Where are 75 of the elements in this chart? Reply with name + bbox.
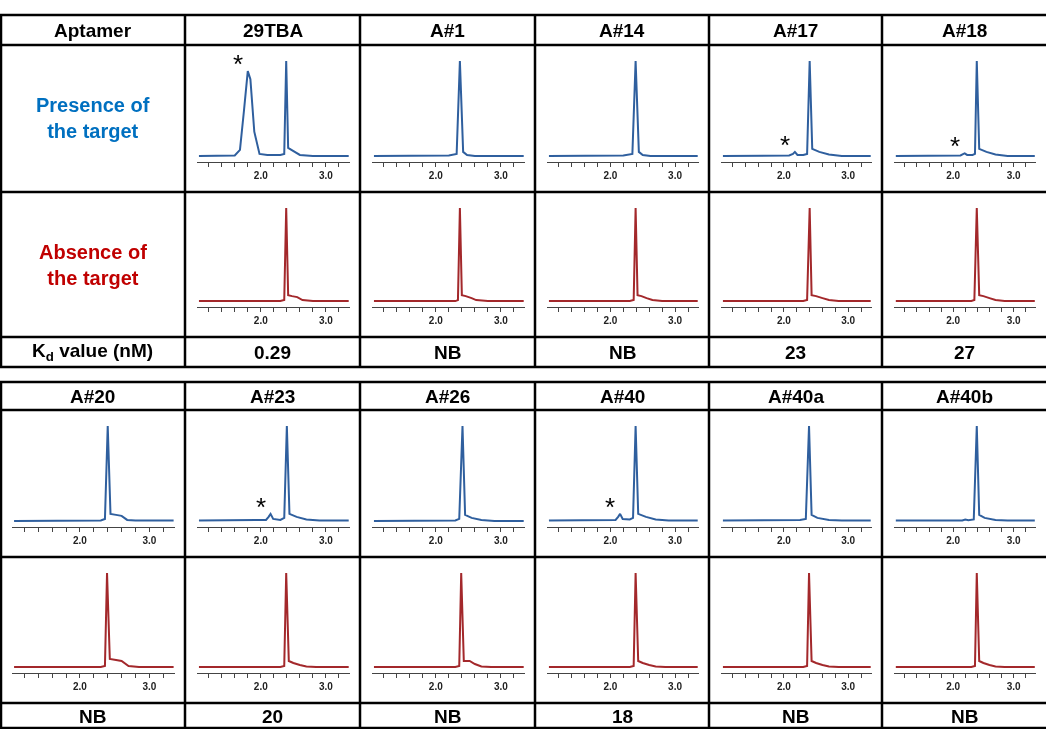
annotation: * xyxy=(605,492,616,522)
text: NB xyxy=(609,342,637,363)
x-tick-label: 2.0 xyxy=(946,535,961,546)
text: NB xyxy=(434,706,462,727)
text: 20 xyxy=(262,706,284,727)
x-tick-label: 3.0 xyxy=(668,315,683,326)
chart-title: A#17 xyxy=(773,20,819,41)
chart-title: A#26 xyxy=(425,386,471,407)
x-tick-label: 2.0 xyxy=(253,315,269,326)
text: Absence of the target xyxy=(39,241,148,289)
x-tick-label: 3.0 xyxy=(841,681,856,692)
x-tick-label: 2.0 xyxy=(603,681,618,692)
x-tick-label: 3.0 xyxy=(668,170,683,181)
text: NB xyxy=(79,706,107,727)
x-tick-label: 3.0 xyxy=(318,681,334,692)
text: 0.29 xyxy=(254,342,291,363)
chart-title: A#23 xyxy=(250,386,296,407)
annotation: * xyxy=(256,492,267,522)
x-tick-label: 3.0 xyxy=(493,170,509,181)
x-tick-label: 2.0 xyxy=(777,681,792,692)
x-tick-label: 2.0 xyxy=(946,681,961,692)
chart-title: A#20 xyxy=(70,386,116,407)
x-tick-label: 3.0 xyxy=(1006,315,1022,326)
text: NB xyxy=(434,342,462,363)
x-tick-label: 3.0 xyxy=(493,315,509,326)
x-tick-label: 3.0 xyxy=(668,681,683,692)
chart-title: A#40 xyxy=(600,386,646,407)
x-tick-label: 3.0 xyxy=(318,315,334,326)
chart-title: A#40a xyxy=(768,386,825,407)
x-tick-label: 2.0 xyxy=(253,535,269,546)
x-tick-label: 2.0 xyxy=(428,535,444,546)
x-tick-label: 3.0 xyxy=(493,535,509,546)
x-tick-label: 2.0 xyxy=(946,315,961,326)
x-tick-label: 2.0 xyxy=(428,170,444,181)
x-tick-label: 2.0 xyxy=(946,170,961,181)
chart-title: 29TBA xyxy=(243,20,304,41)
chart-title: A#40b xyxy=(936,386,994,407)
x-tick-label: 3.0 xyxy=(318,170,334,181)
x-tick-label: 3.0 xyxy=(318,535,334,546)
x-tick-label: 3.0 xyxy=(493,681,509,692)
x-tick-label: 2.0 xyxy=(253,170,269,181)
text: 23 xyxy=(785,342,807,363)
x-tick-label: 2.0 xyxy=(777,315,792,326)
x-tick-label: 3.0 xyxy=(1006,170,1022,181)
annotation: * xyxy=(233,49,244,79)
x-tick-label: 3.0 xyxy=(142,681,157,692)
text: 27 xyxy=(954,342,976,363)
x-tick-label: 2.0 xyxy=(603,535,618,546)
chart-title: A#18 xyxy=(942,20,988,41)
text: NB xyxy=(782,706,810,727)
x-tick-label: 3.0 xyxy=(668,535,683,546)
text: NB xyxy=(951,706,979,727)
x-tick-label: 2.0 xyxy=(777,170,792,181)
text: Aptamer xyxy=(54,20,132,41)
text: 18 xyxy=(612,706,634,727)
x-tick-label: 2.0 xyxy=(603,170,618,181)
x-tick-label: 3.0 xyxy=(1006,681,1022,692)
x-tick-label: 2.0 xyxy=(73,535,88,546)
text: K$_{d}$ value (nM) xyxy=(32,340,154,364)
x-tick-label: 2.0 xyxy=(428,315,444,326)
x-tick-label: 3.0 xyxy=(1006,535,1022,546)
x-tick-label: 2.0 xyxy=(428,681,444,692)
x-tick-label: 3.0 xyxy=(841,535,856,546)
x-tick-label: 2.0 xyxy=(777,535,792,546)
x-tick-label: 2.0 xyxy=(253,681,269,692)
x-tick-label: 2.0 xyxy=(603,315,618,326)
x-tick-label: 3.0 xyxy=(142,535,157,546)
x-tick-label: 2.0 xyxy=(73,681,88,692)
chart-title: A#1 xyxy=(430,20,466,41)
chart-title: A#14 xyxy=(599,20,645,41)
annotation: * xyxy=(780,130,791,160)
text: Presence of the target xyxy=(36,94,150,142)
x-tick-label: 3.0 xyxy=(841,170,856,181)
x-tick-label: 3.0 xyxy=(841,315,856,326)
annotation: * xyxy=(950,131,961,161)
